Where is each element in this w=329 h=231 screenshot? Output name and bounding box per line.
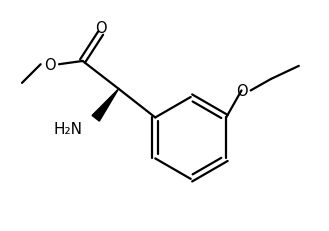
Text: O: O: [236, 84, 247, 98]
Text: H₂N: H₂N: [53, 121, 82, 136]
Text: O: O: [95, 21, 107, 36]
Polygon shape: [92, 89, 119, 122]
Text: O: O: [44, 58, 56, 72]
